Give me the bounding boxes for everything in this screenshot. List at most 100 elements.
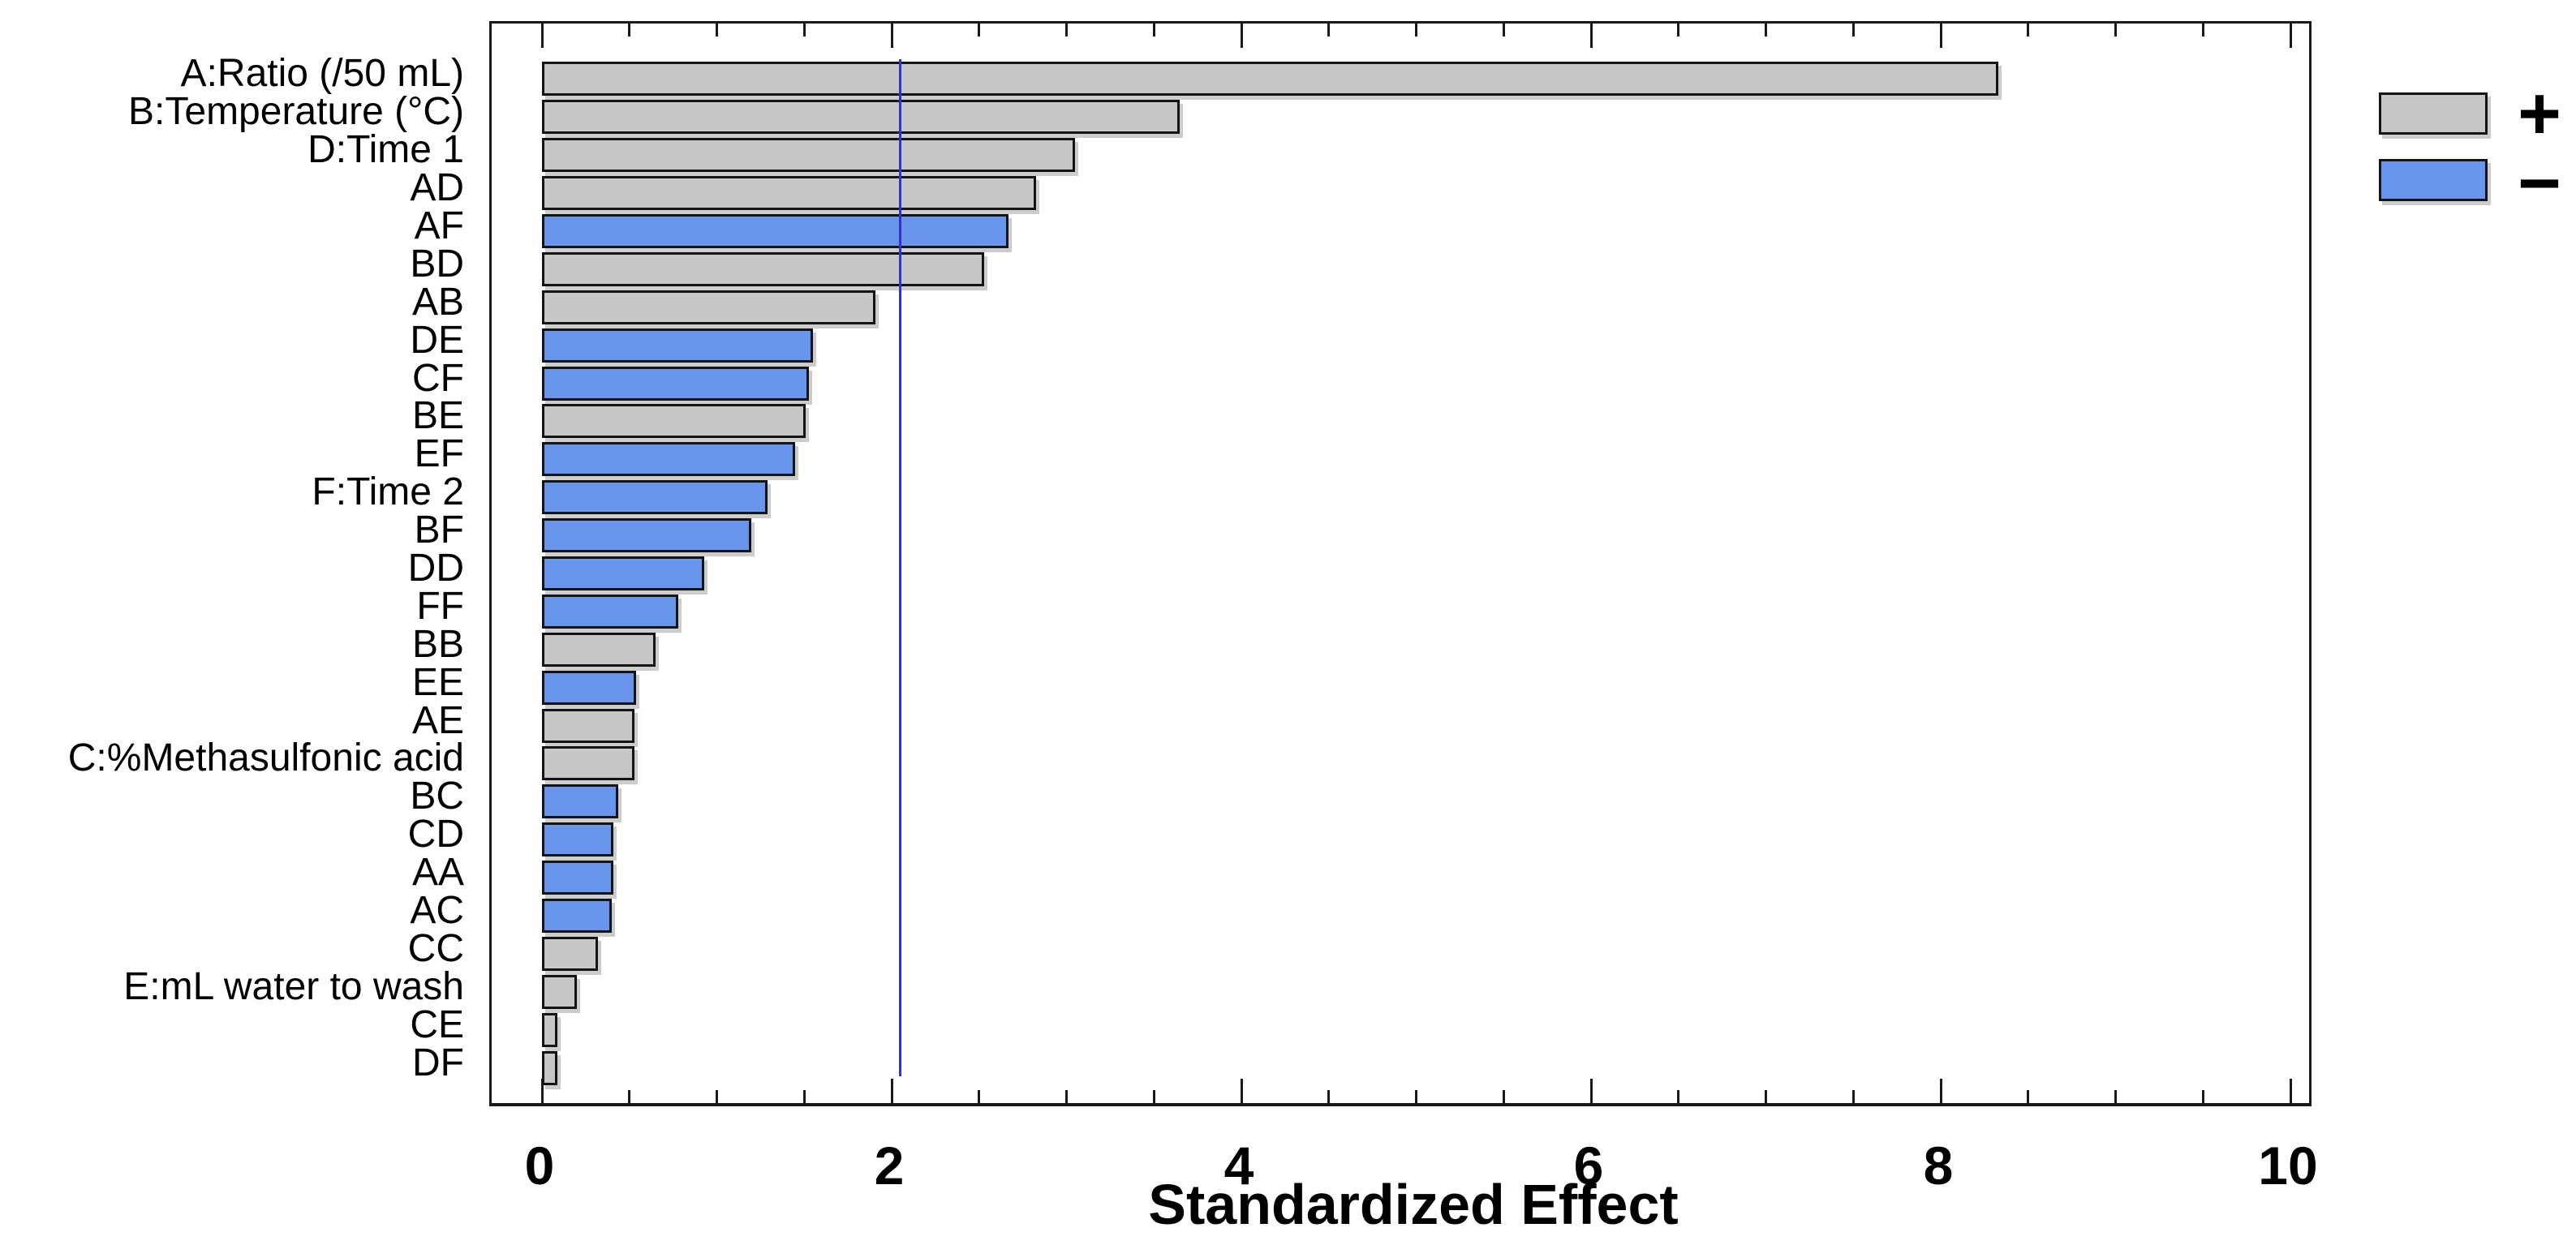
y-axis-label: BF — [414, 509, 464, 552]
bar-BF — [542, 518, 752, 553]
x-axis-title: Standardized Effect — [1148, 1173, 1679, 1236]
x-axis-minor-tick — [1765, 24, 1767, 36]
bar-F:Time 2 — [542, 480, 768, 515]
y-axis-label: FF — [416, 584, 464, 628]
bar-BD — [542, 251, 984, 286]
x-axis-major-tick — [1240, 1079, 1243, 1103]
bar-BC — [542, 784, 619, 819]
y-axis-label: B:Temperature (°C) — [128, 90, 464, 134]
bar-AF — [542, 214, 1008, 248]
bar-DE — [542, 328, 813, 363]
x-axis-major-tick — [2289, 1079, 2292, 1103]
x-axis-tick-label: 4 — [1223, 1136, 1254, 1196]
legend-plus-label: + — [2518, 72, 2561, 155]
x-axis-major-tick — [890, 24, 893, 48]
x-axis-major-tick — [890, 1079, 893, 1103]
x-axis-minor-tick — [1851, 1090, 1855, 1103]
y-axis-label: AA — [411, 851, 464, 895]
bar-CF — [542, 366, 810, 401]
x-axis-minor-tick — [1152, 24, 1155, 36]
x-axis-minor-tick — [802, 1090, 806, 1103]
x-axis-minor-tick — [1677, 24, 1680, 36]
bar-EE — [542, 670, 636, 705]
y-axis-label: AB — [411, 280, 464, 324]
y-axis-label: DE — [410, 318, 464, 362]
bar-AE — [542, 708, 634, 743]
bar-DD — [542, 556, 704, 590]
x-axis-minor-tick — [1502, 1090, 1505, 1103]
x-axis-tick-label: 0 — [524, 1136, 555, 1196]
x-axis-minor-tick — [1152, 1090, 1155, 1103]
legend-swatch-negative — [2379, 159, 2488, 201]
bar-BB — [542, 632, 656, 667]
x-axis-minor-tick — [1327, 1090, 1331, 1103]
y-axis-label: BC — [410, 775, 464, 818]
x-axis-major-tick — [1240, 24, 1243, 48]
bar-FF — [542, 594, 678, 629]
x-axis-tick-label: 2 — [874, 1136, 905, 1196]
x-axis-minor-tick — [1415, 1090, 1417, 1103]
y-axis-label: E:mL water to wash — [123, 964, 464, 1008]
critical-value-reference-line — [899, 59, 902, 1076]
x-axis-major-tick — [1939, 24, 1942, 48]
x-axis-tick-label: 8 — [1923, 1136, 1954, 1196]
x-axis-minor-tick — [1677, 1090, 1680, 1103]
bar-AD — [542, 176, 1037, 211]
bar-A:Ratio (/50 mL) — [542, 62, 1998, 97]
bar-C:%Methasulfonic acid — [542, 746, 634, 781]
legend-minus-label: − — [2518, 142, 2561, 225]
x-axis-major-tick — [540, 1079, 544, 1103]
bar-CC — [542, 936, 598, 971]
y-axis-label: CF — [412, 356, 464, 400]
x-axis-major-tick — [2289, 24, 2292, 48]
y-axis-label: AF — [414, 204, 464, 247]
x-axis-minor-tick — [1065, 24, 1068, 36]
y-axis-label: BE — [411, 394, 464, 438]
x-axis-minor-tick — [716, 1090, 718, 1103]
x-axis-minor-tick — [2027, 24, 2030, 36]
bar-CD — [542, 822, 613, 857]
y-axis-label: AD — [410, 166, 464, 210]
bar-BE — [542, 404, 806, 439]
y-axis-label: CC — [407, 926, 464, 970]
x-axis-major-tick — [1589, 1079, 1593, 1103]
x-axis-minor-tick — [628, 1090, 631, 1103]
bar-CE — [542, 1012, 557, 1047]
x-axis-minor-tick — [978, 1090, 981, 1103]
y-axis-label: EF — [414, 432, 464, 476]
x-axis-major-tick — [540, 24, 544, 48]
y-axis-label: D:Time 1 — [307, 128, 464, 172]
bar-AB — [542, 290, 876, 324]
x-axis-minor-tick — [1415, 24, 1417, 36]
x-axis-minor-tick — [802, 24, 806, 36]
x-axis-major-tick — [1589, 24, 1593, 48]
y-axis-label: F:Time 2 — [312, 470, 464, 514]
x-axis-minor-tick — [716, 24, 718, 36]
y-axis-label: BB — [411, 622, 464, 666]
bar-AC — [542, 899, 612, 933]
y-axis-label: C:%Methasulfonic acid — [67, 736, 464, 780]
x-axis-major-tick — [1939, 1079, 1942, 1103]
bar-EF — [542, 442, 795, 477]
x-axis-minor-tick — [628, 24, 631, 36]
bar-E:mL water to wash — [542, 974, 577, 1009]
bar-D:Time 1 — [542, 138, 1075, 173]
y-axis-label: CE — [410, 1002, 464, 1046]
bar-B:Temperature (°C) — [542, 100, 1180, 135]
x-axis-minor-tick — [1851, 24, 1855, 36]
x-axis-minor-tick — [1502, 24, 1505, 36]
legend-swatch-positive — [2379, 92, 2488, 135]
x-axis-tick-label: 6 — [1573, 1136, 1604, 1196]
y-axis-label: A:Ratio (/50 mL) — [180, 52, 464, 96]
y-axis-label: DD — [407, 547, 464, 590]
y-axis-label: EE — [411, 660, 464, 704]
x-axis-minor-tick — [1065, 1090, 1068, 1103]
bar-AA — [542, 861, 613, 895]
y-axis-label: CD — [407, 813, 464, 856]
x-axis-minor-tick — [2114, 24, 2117, 36]
x-axis-minor-tick — [2114, 1090, 2117, 1103]
x-axis-minor-tick — [2201, 1090, 2204, 1103]
x-axis-minor-tick — [978, 24, 981, 36]
x-axis-minor-tick — [1765, 1090, 1767, 1103]
